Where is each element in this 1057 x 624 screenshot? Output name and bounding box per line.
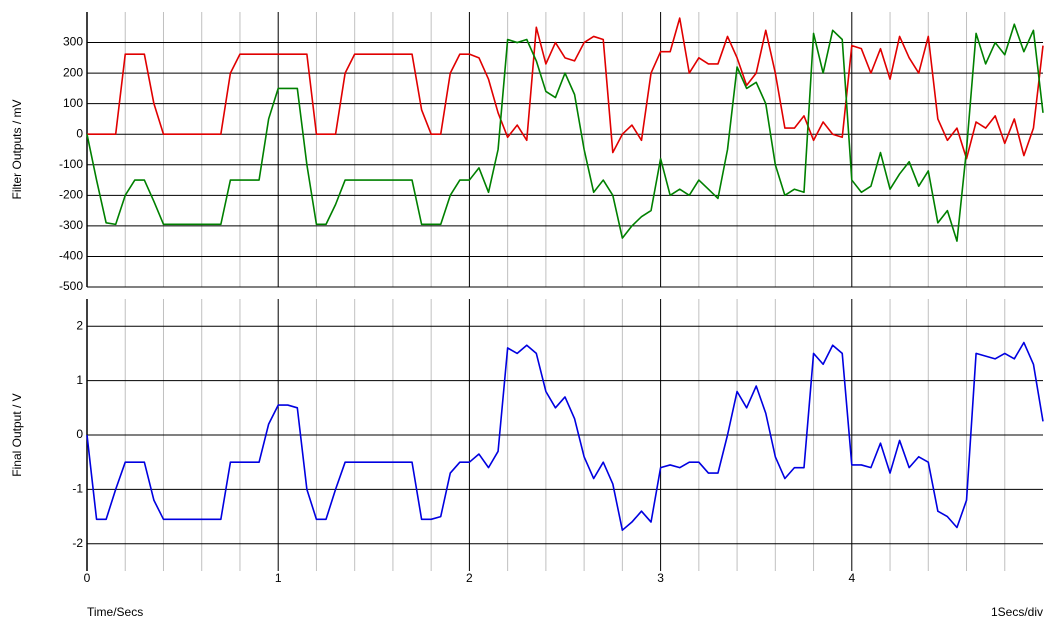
y-tick-label: -200 <box>59 188 83 202</box>
x-tick-label: 0 <box>84 571 91 585</box>
y-axis-label: Final Output / V <box>10 393 24 476</box>
x-tick-label: 4 <box>848 571 855 585</box>
y-tick-label: -100 <box>59 157 83 171</box>
y-tick-label: 1 <box>76 373 83 387</box>
y-tick-label: 200 <box>63 65 83 79</box>
x-scale-label: 1Secs/div <box>991 605 1043 619</box>
series-line <box>87 17 1044 160</box>
x-tick-label: 2 <box>466 571 473 585</box>
x-tick-label: 1 <box>275 571 282 585</box>
y-tick-label: -300 <box>59 218 83 232</box>
series-line <box>86 341 1044 531</box>
y-tick-label: 2 <box>76 318 83 332</box>
series-line <box>86 23 1044 242</box>
x-tick-label: 3 <box>657 571 664 585</box>
x-axis-label: Time/Secs <box>87 605 143 619</box>
y-tick-label: 100 <box>63 96 83 110</box>
y-tick-label: -2 <box>72 536 83 550</box>
y-tick-label: 300 <box>63 35 83 49</box>
y-tick-label: 0 <box>76 427 83 441</box>
y-tick-label: -500 <box>59 279 83 293</box>
y-tick-label: 0 <box>76 126 83 140</box>
y-tick-label: -1 <box>72 482 83 496</box>
y-axis-label: Filter Outputs / mV <box>10 99 24 199</box>
y-tick-label: -400 <box>59 249 83 263</box>
